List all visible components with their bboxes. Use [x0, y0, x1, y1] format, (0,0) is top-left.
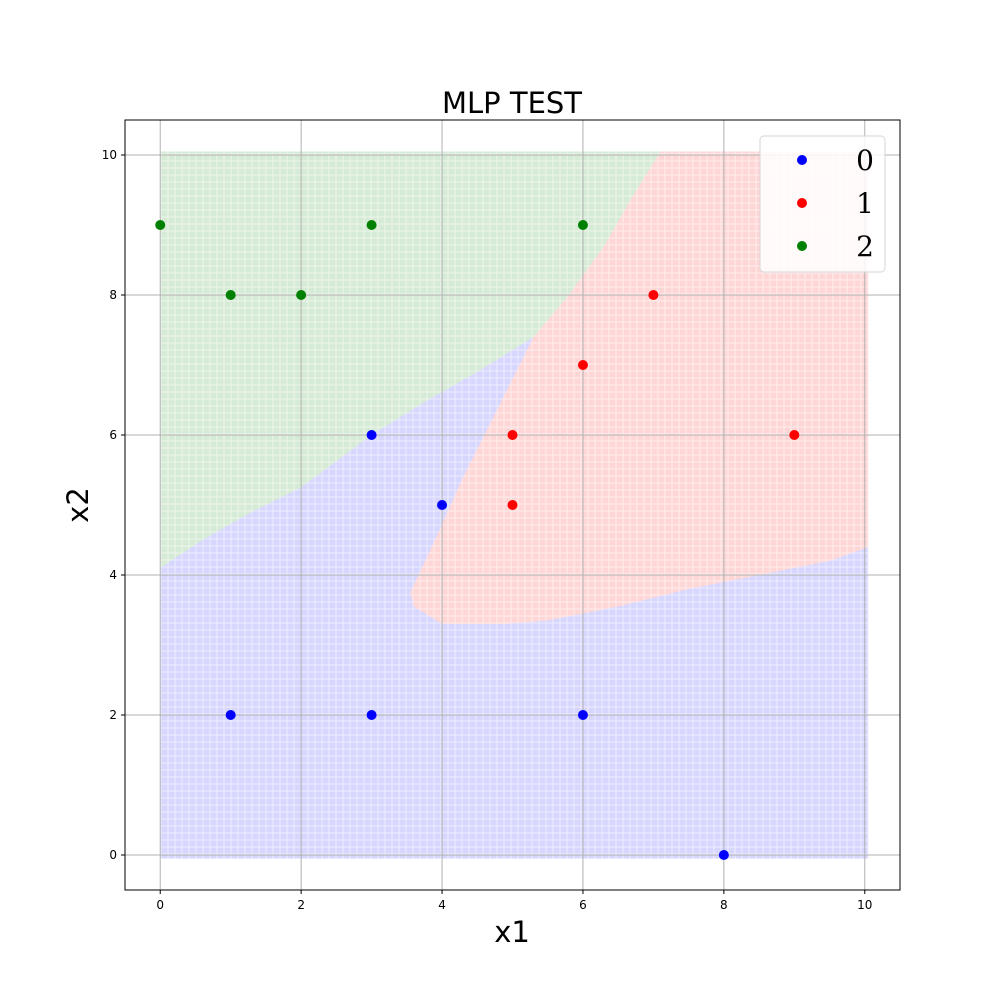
y-tick-label: 4	[109, 568, 117, 582]
chart-title: MLP TEST	[442, 86, 582, 120]
x-axis-label: x1	[494, 915, 530, 949]
x-axis-ticks: 0 2 4 6 8 10	[156, 890, 872, 912]
plot-frame	[124, 119, 901, 891]
x-tick-label: 8	[720, 898, 728, 912]
decision-regions	[160, 151, 869, 859]
point-class-1	[577, 360, 588, 370]
point-class-0	[366, 430, 377, 440]
legend-marker-0	[797, 155, 807, 165]
point-class-1	[507, 500, 518, 510]
y-tick-label: 6	[109, 428, 117, 442]
x-tick-label: 6	[579, 898, 587, 912]
point-class-0	[225, 710, 236, 720]
point-class-0	[718, 850, 729, 860]
point-class-2	[366, 220, 377, 230]
point-class-2	[155, 220, 166, 230]
point-class-1	[648, 290, 659, 300]
legend-box	[759, 135, 886, 273]
x-tick-label: 4	[438, 898, 446, 912]
point-class-0	[437, 500, 448, 510]
point-class-2	[577, 220, 588, 230]
y-axis-ticks: 0 2 4 6 8 10	[102, 148, 125, 862]
y-tick-label: 10	[102, 148, 117, 162]
y-tick-label: 0	[109, 848, 117, 862]
region-texture-1	[410, 151, 869, 624]
legend-label-0: 0	[856, 144, 874, 177]
legend: 0 1 2	[759, 135, 886, 273]
region-texture-0	[160, 337, 869, 859]
point-class-2	[225, 290, 236, 300]
y-tick-label: 2	[109, 708, 117, 722]
point-class-2	[296, 290, 307, 300]
legend-marker-1	[797, 198, 807, 208]
x-tick-label: 0	[156, 898, 164, 912]
x-tick-label: 10	[857, 898, 872, 912]
legend-label-2: 2	[856, 230, 874, 263]
y-tick-label: 8	[109, 288, 117, 302]
point-class-1	[789, 430, 800, 440]
region-texture-2	[160, 151, 661, 568]
data-points	[155, 220, 800, 860]
point-class-0	[577, 710, 588, 720]
point-class-0	[366, 710, 377, 720]
legend-label-1: 1	[856, 187, 874, 220]
point-class-1	[507, 430, 518, 440]
x-tick-label: 2	[297, 898, 305, 912]
legend-marker-2	[797, 241, 807, 251]
y-axis-label: x2	[61, 487, 95, 523]
